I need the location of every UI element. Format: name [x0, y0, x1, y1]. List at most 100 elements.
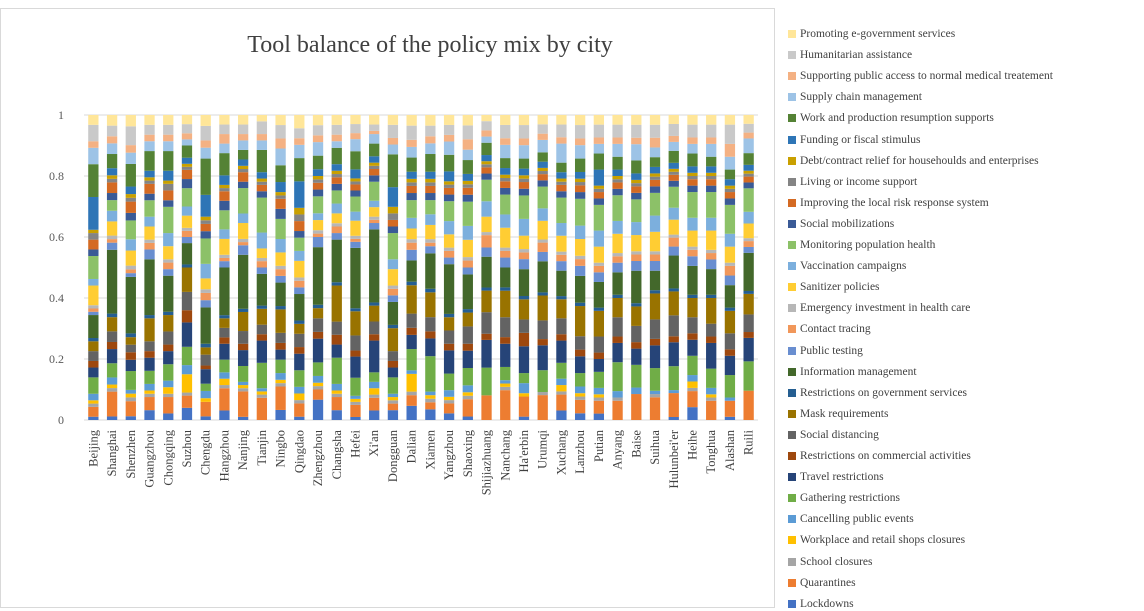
bar-segment: [443, 187, 455, 195]
bar-segment: [518, 158, 530, 169]
bar-segment: [350, 350, 361, 357]
bar-segment: [106, 154, 118, 169]
bar-segment: [200, 278, 211, 290]
bar-segment: [481, 312, 492, 334]
bar-segment: [593, 198, 605, 205]
bar-segment: [425, 178, 436, 183]
bar-segment: [256, 267, 268, 274]
x-tick-label: Lanzhou: [573, 429, 587, 473]
bar-segment: [200, 292, 211, 301]
bar-segment: [556, 191, 567, 198]
bar-segment: [350, 395, 361, 399]
bar-segment: [237, 391, 249, 417]
bar-segment: [556, 261, 567, 271]
bar-segment: [724, 185, 736, 189]
bar-segment: [649, 270, 661, 291]
bar-segment: [350, 133, 361, 140]
bar-segment: [219, 229, 230, 239]
bar-segment: [106, 242, 118, 250]
bar-segment: [593, 153, 605, 170]
bar-segment: [350, 398, 361, 402]
bar-segment: [500, 343, 511, 367]
bar-segment: [294, 386, 305, 394]
bar-segment: [88, 367, 99, 378]
bar-segment: [387, 328, 399, 352]
bar-segment: [181, 267, 193, 292]
bar-segment: [556, 362, 567, 379]
bar-segment: [462, 274, 473, 310]
bar-segment: [668, 288, 679, 292]
bar-segment: [387, 301, 399, 325]
bar-segment: [649, 124, 661, 138]
bar-segment: [312, 399, 324, 420]
bar-segment: [125, 239, 136, 251]
bar-segment: [219, 257, 230, 262]
bar-segment: [406, 249, 417, 261]
bar-segment: [256, 115, 268, 122]
bar-segment: [181, 133, 193, 140]
bar-segment: [537, 292, 548, 296]
bar-segment: [237, 149, 249, 160]
legend-item: Public testing: [788, 344, 863, 358]
bar-segment: [200, 401, 211, 417]
bar-segment: [556, 318, 567, 335]
bar-segment: [275, 252, 286, 266]
bar-segment: [537, 139, 548, 153]
bar-segment: [181, 115, 193, 125]
bar-segment: [462, 187, 473, 195]
bar-segment: [443, 171, 455, 182]
legend-item: Lockdowns: [788, 597, 854, 611]
bar-segment: [237, 124, 249, 135]
bar-segment: [668, 123, 679, 136]
bar-segment: [593, 188, 605, 193]
bar-segment: [387, 324, 399, 329]
bar-segment: [443, 250, 455, 258]
bar-segment: [181, 169, 193, 180]
bar-segment: [387, 269, 399, 286]
bar-segment: [219, 337, 230, 344]
bar-segment: [631, 306, 642, 326]
bar-segment: [425, 193, 436, 201]
bar-segment: [556, 394, 567, 411]
bar-segment: [312, 308, 324, 319]
bar-segment: [88, 141, 99, 148]
bar-segment: [387, 288, 399, 296]
x-tick-label: Changsha: [330, 430, 344, 480]
legend-swatch: [788, 578, 796, 587]
bar-segment: [181, 124, 193, 134]
bar-segment: [706, 323, 717, 337]
bar-segment: [649, 345, 661, 369]
bar-segment: [668, 162, 679, 169]
bar-segment: [88, 393, 99, 401]
bar-segment: [106, 239, 118, 243]
bar-segment: [144, 177, 155, 181]
bar-segment: [219, 175, 230, 185]
bar-segment: [256, 257, 268, 262]
bar-segment: [462, 149, 473, 161]
bar-segment: [724, 169, 736, 180]
legend-swatch: [788, 135, 796, 144]
bar-segment: [369, 162, 380, 166]
bar-segment: [574, 225, 586, 240]
bar-segment: [556, 270, 567, 297]
bar-segment: [163, 275, 174, 312]
bar-segment: [163, 397, 174, 414]
bar-segment: [500, 337, 511, 344]
bar-segment: [406, 157, 417, 172]
bar-segment: [331, 383, 342, 391]
bar-segment: [406, 217, 417, 229]
bar-segment: [256, 191, 268, 198]
bar-segment: [706, 172, 717, 176]
bar-segment: [275, 383, 286, 387]
bar-segment: [294, 347, 305, 354]
bar-segment: [443, 221, 455, 235]
bar-segment: [275, 218, 286, 240]
legend-item: Living or income support: [788, 175, 917, 189]
bar-segment: [481, 179, 492, 202]
bar-segment: [294, 416, 305, 420]
bar-segment: [294, 323, 305, 334]
bar-segment: [144, 170, 155, 178]
bar-segment: [163, 190, 174, 201]
bar-segment: [537, 167, 548, 172]
bar-segment: [631, 222, 642, 236]
